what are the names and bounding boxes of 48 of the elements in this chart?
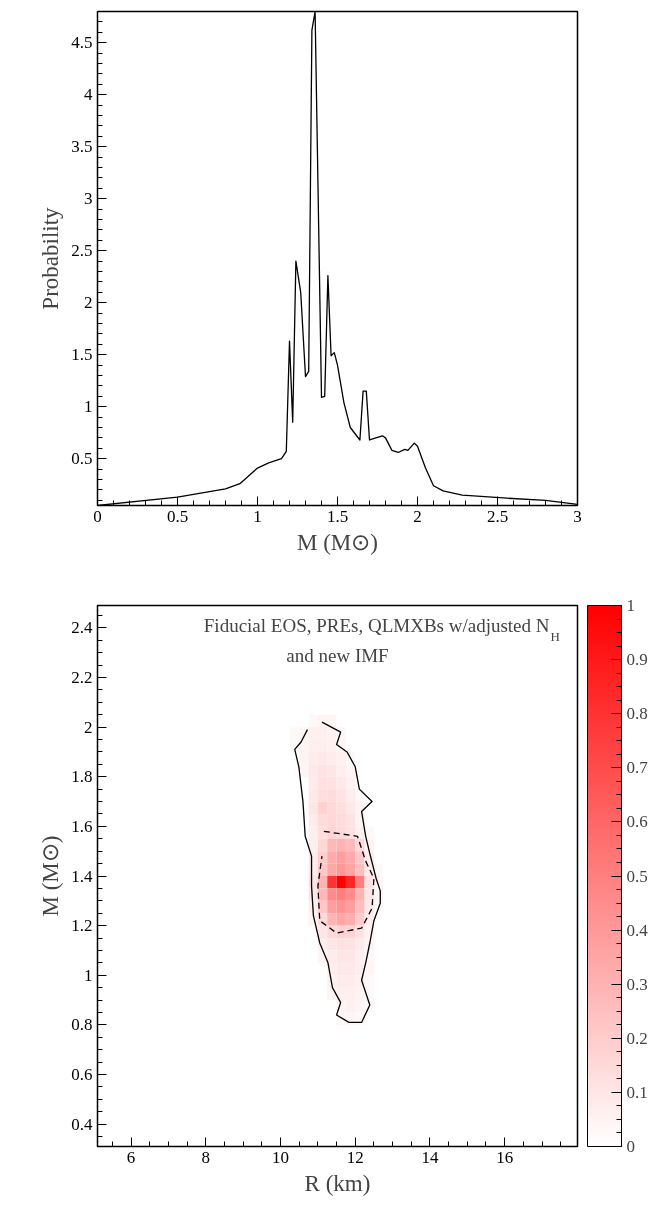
y-tick-label: 2.5 xyxy=(71,241,93,261)
color-bar-label: 0.5 xyxy=(626,866,648,886)
y-tick-label: 1.8 xyxy=(71,767,93,787)
y-tick-label: 1.5 xyxy=(71,345,93,365)
x-tick-label: 1 xyxy=(253,506,262,526)
x-tick-label: 1.5 xyxy=(326,506,349,526)
color-bar-label: 0.8 xyxy=(626,704,648,724)
y-tick-label: 2 xyxy=(84,293,93,313)
y-tick-label: 2.4 xyxy=(71,618,93,638)
x-tick-label: 14 xyxy=(421,1147,439,1167)
color-bar-label: 0.4 xyxy=(626,920,649,940)
y-tick-label: 1 xyxy=(84,965,93,985)
x-tick-label: 2 xyxy=(413,506,422,526)
y-tick-label: 1 xyxy=(84,397,93,417)
y-tick-label: 0.6 xyxy=(71,1065,93,1085)
y-axis-title: M (M⊙) xyxy=(38,835,64,917)
y-tick-label: 3 xyxy=(84,189,93,209)
color-bar-label: 0.7 xyxy=(626,758,649,778)
color-bar-label: 0.9 xyxy=(626,650,648,670)
color-bar-label: 0.1 xyxy=(626,1082,648,1102)
y-tick-label: 0.4 xyxy=(71,1114,93,1134)
y-tick-label: 0.8 xyxy=(71,1015,93,1035)
x-axis-title: M (M⊙) xyxy=(297,529,378,555)
x-tick-label: 0.5 xyxy=(166,506,189,526)
y-axis-title: Probability xyxy=(38,206,64,310)
y-tick-label: 4.5 xyxy=(71,33,93,53)
color-bar-label: 1 xyxy=(626,596,635,615)
x-tick-label: 12 xyxy=(346,1147,364,1167)
color-bar-label: 0.6 xyxy=(626,812,648,832)
y-tick-label: 2 xyxy=(84,717,93,737)
x-tick-label: 16 xyxy=(496,1147,514,1167)
x-tick-label: 6 xyxy=(126,1147,136,1167)
x-tick-label: 8 xyxy=(201,1147,211,1167)
y-tick-label: 1.4 xyxy=(71,866,93,886)
x-axis-title: R (km) xyxy=(304,1170,371,1196)
y-tick-label: 3.5 xyxy=(71,137,93,157)
x-tick-label: 2.5 xyxy=(486,506,509,526)
y-tick-label: 4 xyxy=(84,85,93,105)
x-tick-label: 10 xyxy=(272,1147,290,1167)
color-bar-label: 0.2 xyxy=(626,1028,648,1048)
color-bar-label: 0.3 xyxy=(626,974,648,994)
y-tick-label: 0.5 xyxy=(71,449,93,469)
y-tick-label: 1.6 xyxy=(71,816,93,836)
x-tick-label: 3 xyxy=(573,506,582,526)
y-tick-label: 2.2 xyxy=(71,667,93,687)
x-tick-label: 0 xyxy=(93,506,102,526)
annotation: and new IMF xyxy=(286,644,389,666)
y-tick-label: 1.2 xyxy=(71,916,93,936)
